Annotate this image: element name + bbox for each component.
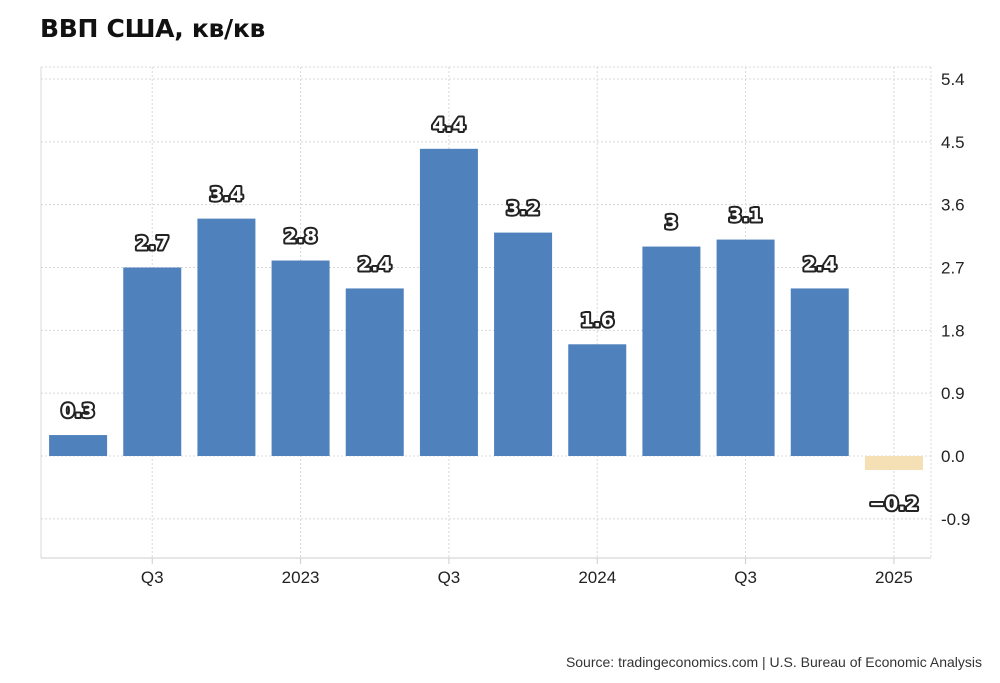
- bar-layer: [49, 148, 923, 470]
- data-label: 3.1: [729, 205, 763, 227]
- data-label: 2.8: [284, 226, 318, 248]
- bar: [345, 288, 404, 456]
- data-label: 3.2: [506, 198, 540, 220]
- y-tick-label: 0.0: [941, 447, 965, 466]
- data-label: 1.6: [580, 309, 614, 331]
- x-tick-label: 2025: [875, 568, 913, 587]
- x-tick-label: Q3: [141, 568, 164, 587]
- data-label-layer: 0.3 2.7 3.4 2.8 2.4 4.4 3.2 1.6 3 3.1 2.4 −0.2: [59, 112, 920, 517]
- bar: [642, 246, 701, 456]
- data-label: 2.4: [358, 253, 392, 275]
- bar: [568, 344, 627, 456]
- x-tick-label: Q3: [734, 568, 757, 587]
- data-label: 2.7: [135, 233, 169, 255]
- y-tick-label: 0.9: [941, 384, 965, 403]
- data-label: 3: [665, 212, 678, 234]
- x-tick-label: Q3: [438, 568, 461, 587]
- bar: [49, 435, 108, 456]
- chart-title: ВВП США, кв/кв: [40, 14, 266, 43]
- bar-negative: [864, 456, 923, 470]
- bar: [123, 267, 182, 456]
- data-label: 4.4: [432, 114, 466, 136]
- data-label: −0.2: [869, 493, 919, 515]
- data-label: 3.4: [210, 184, 244, 206]
- y-tick-label: -0.9: [941, 510, 970, 529]
- x-tick-label: 2023: [282, 568, 320, 587]
- y-tick-label: 2.7: [941, 259, 965, 278]
- y-tick-label: 3.6: [941, 196, 965, 215]
- y-tick-label: 4.5: [941, 133, 965, 152]
- bar: [790, 288, 849, 456]
- y-tick-label: 1.8: [941, 321, 965, 340]
- data-label: 2.4: [803, 253, 837, 275]
- x-tick-label: 2024: [578, 568, 616, 587]
- bar: [197, 218, 256, 456]
- y-tick-label: 5.4: [941, 70, 965, 89]
- axis-layer: 5.4 4.5 3.6 2.7 1.8 0.9 0.0 -0.9 Q3 2023 Q3 2024 Q3 2…: [141, 70, 970, 587]
- data-label: 0.3: [61, 400, 95, 422]
- source-note: Source: tradingeconomics.com | U.S. Bure…: [565, 654, 982, 670]
- bar: [271, 260, 330, 456]
- bar: [716, 239, 775, 456]
- bar: [419, 148, 478, 456]
- bar: [494, 232, 553, 456]
